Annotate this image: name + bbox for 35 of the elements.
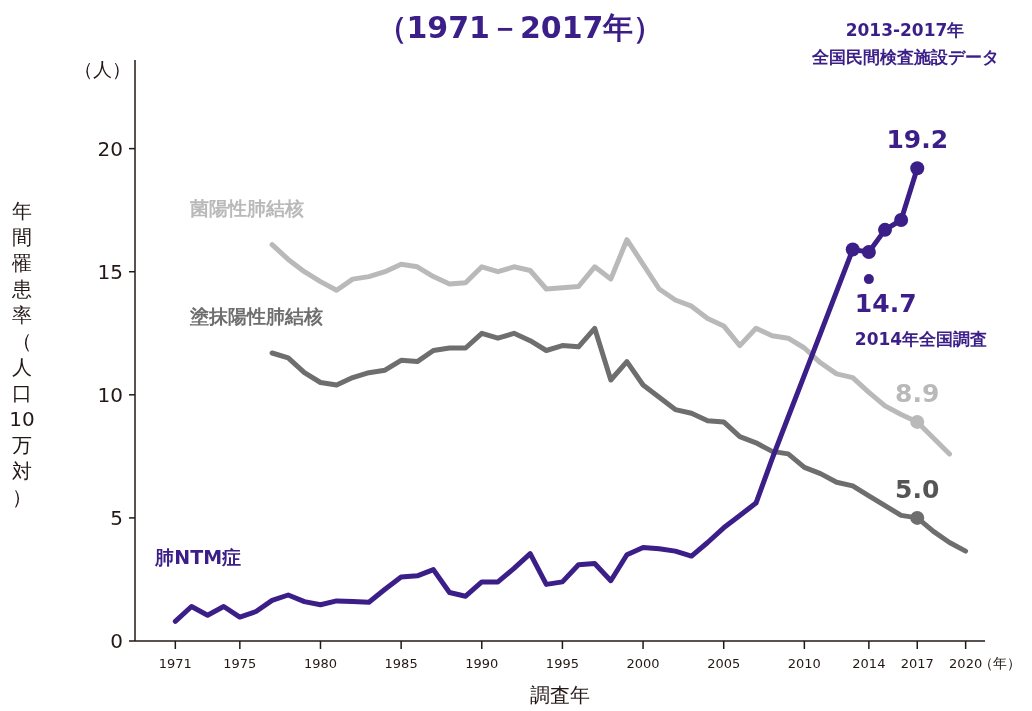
text: 塗抹陽性肺結核 bbox=[189, 304, 324, 327]
x-tick-label: 1975 bbox=[223, 656, 257, 671]
x-tick-label: 1995 bbox=[545, 656, 579, 671]
x-tick-label: 1980 bbox=[303, 656, 338, 671]
y-tick-label: 20 bbox=[97, 136, 123, 161]
y-tick-label: 10 bbox=[97, 382, 123, 407]
text: 肺NTM症 bbox=[154, 546, 242, 569]
data-label: 19.2 bbox=[886, 125, 949, 155]
ylabel: 年間罹患率（人口10万対） bbox=[9, 199, 35, 509]
data-label: 8.9 bbox=[895, 378, 940, 408]
x-tick-label: 2010 bbox=[787, 656, 821, 671]
point bbox=[861, 245, 876, 260]
point bbox=[845, 242, 860, 257]
chart-title: （1971－2017年） bbox=[376, 10, 664, 45]
y-tick-label: 15 bbox=[97, 259, 123, 284]
point bbox=[910, 161, 925, 176]
text: 2013-2017年 bbox=[845, 20, 965, 40]
y-tick-label: 0 bbox=[110, 629, 123, 653]
x-tick-label: 2017 bbox=[900, 656, 934, 671]
x-tick-label: 2000 bbox=[626, 656, 660, 671]
annotation: 全国民間検査施設データ bbox=[810, 47, 999, 67]
text: 菌陽性肺結核 bbox=[189, 196, 305, 219]
x-tick-label: 1985 bbox=[384, 656, 418, 671]
x-tick-label: 2014 bbox=[852, 656, 886, 671]
x-tick-label: 1990 bbox=[465, 656, 499, 671]
data-label: 14.7 bbox=[854, 289, 917, 319]
x-tick-label: 2005 bbox=[707, 656, 741, 671]
x-tick-label: 1971 bbox=[158, 656, 192, 671]
x-axis-title: 調査年 bbox=[530, 683, 590, 707]
annotation: 2014年全国調査 bbox=[854, 329, 988, 350]
text: （人） bbox=[73, 58, 131, 80]
data-label: 5.0 bbox=[895, 474, 940, 504]
y-tick-label: 5 bbox=[110, 505, 123, 530]
point bbox=[878, 222, 892, 237]
point bbox=[894, 213, 909, 228]
